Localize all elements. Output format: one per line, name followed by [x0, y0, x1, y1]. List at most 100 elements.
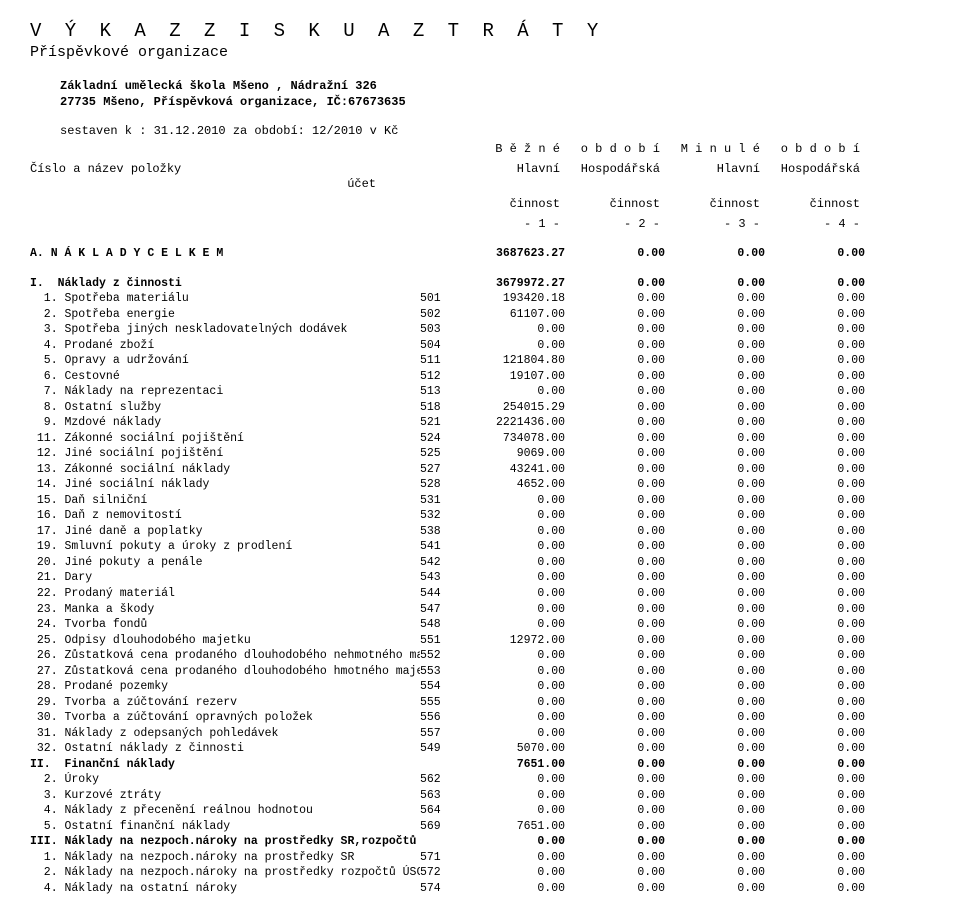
row-account: 512: [420, 369, 465, 385]
row-value: 0.00: [665, 710, 765, 726]
row-value: 0.00: [565, 803, 665, 819]
row-account: 548: [420, 617, 465, 633]
row-value: 0.00: [765, 322, 865, 338]
table-row: 3. Kurzové ztráty5630.000.000.000.00: [30, 788, 930, 804]
row-value: 0.00: [665, 772, 765, 788]
table-row: 26. Zůstatková cena prodaného dlouhodobé…: [30, 648, 930, 664]
row-label: 2. Úroky: [30, 772, 420, 788]
table-row: 4. Náklady na ostatní nároky5740.000.000…: [30, 881, 930, 897]
table-row: 20. Jiné pokuty a penále5420.000.000.000…: [30, 555, 930, 571]
row-value: 0.00: [565, 710, 665, 726]
row-value: 0.00: [565, 555, 665, 571]
table-row: 13. Zákonné sociální náklady52743241.000…: [30, 462, 930, 478]
row-value: 0.00: [565, 493, 665, 509]
row-value: 0.00: [765, 415, 865, 431]
row-value: 0.00: [665, 602, 765, 618]
meta-line: sestaven k : 31.12.2010 za období: 12/20…: [60, 124, 930, 138]
row-value: 0.00: [765, 586, 865, 602]
row-value: 0.00: [665, 338, 765, 354]
row-label: 7. Náklady na reprezentaci: [30, 384, 420, 400]
row-value: 0.00: [665, 757, 765, 773]
row-value: 0.00: [665, 369, 765, 385]
row-value: 0.00: [565, 524, 665, 540]
header-c2: činnost: [560, 197, 660, 213]
row-value: 0.00: [765, 617, 865, 633]
row-value: 0.00: [565, 307, 665, 323]
row-value: 254015.29: [465, 400, 565, 416]
row-value: 0.00: [565, 400, 665, 416]
row-value: 0.00: [765, 400, 865, 416]
table-row: 25. Odpisy dlouhodobého majetku55112972.…: [30, 633, 930, 649]
row-label: 32. Ostatní náklady z činnosti: [30, 741, 420, 757]
row-value: 0.00: [665, 384, 765, 400]
row-account: 554: [420, 679, 465, 695]
section-a-v4: 0.00: [765, 246, 865, 262]
header-group-2a: M i n u l é: [660, 142, 760, 158]
table-row: 4. Prodané zboží5040.000.000.000.00: [30, 338, 930, 354]
row-value: 0.00: [665, 477, 765, 493]
row-value: 0.00: [665, 570, 765, 586]
row-value: 0.00: [465, 493, 565, 509]
row-label: 11. Zákonné sociální pojištění: [30, 431, 420, 447]
row-label: 1. Spotřeba materiálu: [30, 291, 420, 307]
table-row: 1. Spotřeba materiálu501193420.180.000.0…: [30, 291, 930, 307]
header-group-2b: o b d o b í: [760, 142, 860, 158]
header-n2: - 2 -: [560, 217, 660, 233]
row-value: 0.00: [465, 322, 565, 338]
row-label: 27. Zůstatková cena prodaného dlouhodobé…: [30, 664, 420, 680]
row-account: 552: [420, 648, 465, 664]
row-label: 29. Tvorba a zúčtování rezerv: [30, 695, 420, 711]
table-row: II. Finanční náklady7651.000.000.000.00: [30, 757, 930, 773]
row-value: 0.00: [465, 338, 565, 354]
row-value: 0.00: [765, 539, 865, 555]
row-value: 0.00: [565, 695, 665, 711]
row-label: 23. Manka a škody: [30, 602, 420, 618]
table-row: 8. Ostatní služby518254015.290.000.000.0…: [30, 400, 930, 416]
table-row: 5. Opravy a udržování511121804.800.000.0…: [30, 353, 930, 369]
row-value: 0.00: [765, 695, 865, 711]
row-value: 0.00: [465, 803, 565, 819]
row-label: 4. Prodané zboží: [30, 338, 420, 354]
row-value: 193420.18: [465, 291, 565, 307]
row-account: 564: [420, 803, 465, 819]
row-value: 0.00: [665, 322, 765, 338]
row-value: 0.00: [665, 462, 765, 478]
row-label: 5. Ostatní finanční náklady: [30, 819, 420, 835]
row-value: 9069.00: [465, 446, 565, 462]
row-value: 0.00: [665, 276, 765, 292]
row-value: 0.00: [665, 850, 765, 866]
row-value: 0.00: [765, 338, 865, 354]
row-value: 0.00: [565, 322, 665, 338]
table-row: 21. Dary5430.000.000.000.00: [30, 570, 930, 586]
table-row: 23. Manka a škody5470.000.000.000.00: [30, 602, 930, 618]
table-row: 24. Tvorba fondů5480.000.000.000.00: [30, 617, 930, 633]
table-row: 15. Daň silniční5310.000.000.000.00: [30, 493, 930, 509]
row-value: 0.00: [765, 555, 865, 571]
row-label: 2. Spotřeba energie: [30, 307, 420, 323]
row-value: 0.00: [765, 679, 865, 695]
row-value: 0.00: [665, 741, 765, 757]
header-c1: činnost: [460, 197, 560, 213]
row-value: 4652.00: [465, 477, 565, 493]
row-value: 0.00: [765, 570, 865, 586]
row-value: 121804.80: [465, 353, 565, 369]
table-row: 19. Smluvní pokuty a úroky z prodlení541…: [30, 539, 930, 555]
row-account: 562: [420, 772, 465, 788]
row-value: 0.00: [565, 664, 665, 680]
row-value: 0.00: [465, 865, 565, 881]
row-value: 0.00: [665, 865, 765, 881]
row-label: 1. Náklady na nezpoch.nároky na prostřed…: [30, 850, 420, 866]
row-value: 0.00: [665, 493, 765, 509]
row-account: 541: [420, 539, 465, 555]
header-group-1b: o b d o b í: [560, 142, 660, 158]
row-value: 0.00: [565, 384, 665, 400]
row-label: 21. Dary: [30, 570, 420, 586]
row-account: [420, 276, 465, 292]
table-row: 31. Náklady z odepsaných pohledávek5570.…: [30, 726, 930, 742]
row-value: 0.00: [465, 850, 565, 866]
table-row: 1. Náklady na nezpoch.nároky na prostřed…: [30, 850, 930, 866]
row-value: 0.00: [765, 741, 865, 757]
header-n4: - 4 -: [760, 217, 860, 233]
row-value: 0.00: [565, 850, 665, 866]
row-label: I. Náklady z činnosti: [30, 276, 420, 292]
